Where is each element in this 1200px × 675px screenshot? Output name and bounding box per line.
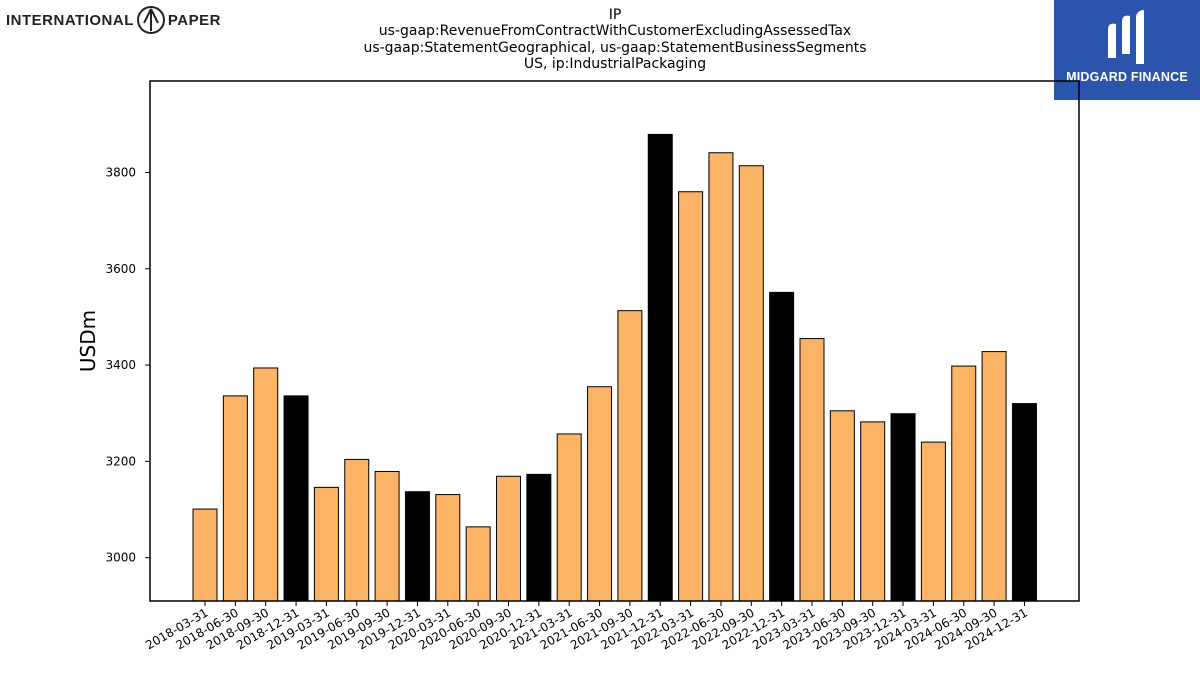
y-tick-label: 3000 (105, 551, 136, 565)
header-ticker: IP (608, 7, 622, 23)
bar-2023-06-30 (829, 410, 855, 602)
header-concept: us-gaap:RevenueFromContractWithCustomerE… (378, 23, 852, 40)
bar-2023-12-31 (890, 413, 916, 602)
bar-2020-09-30 (496, 475, 521, 602)
bar-2021-06-30 (587, 386, 613, 602)
bar-2019-06-30 (344, 458, 370, 602)
bar-2024-12-31 (1011, 403, 1037, 602)
bar-2020-06-30 (465, 526, 491, 602)
header-axes: us-gaap:StatementGeographical, us-gaap:S… (363, 39, 867, 56)
header-members: US, ip:IndustrialPackaging (523, 55, 707, 72)
bar-2020-03-31 (435, 494, 461, 602)
bar-2022-12-31 (769, 291, 795, 602)
bar-2021-09-30 (617, 310, 643, 602)
chart-header: IP us-gaap:RevenueFromContractWithCustom… (300, 7, 930, 72)
bar-2019-03-31 (313, 486, 339, 602)
bar-2018-12-31 (283, 395, 309, 602)
y-axis: 3000 3200 3400 3600 3800 (105, 165, 150, 565)
international-paper-logo: INTERNATIONAL PAPER (6, 4, 221, 36)
bar-2024-06-30 (951, 365, 977, 602)
y-tick-label: 3800 (105, 165, 136, 179)
y-tick-label: 3200 (105, 454, 136, 468)
bar-2018-09-30 (253, 367, 279, 602)
bar-2019-12-31 (404, 491, 430, 602)
logo-word-international: INTERNATIONAL (6, 11, 134, 29)
bar-2023-03-31 (799, 338, 825, 602)
bar-2018-03-31 (192, 508, 218, 602)
y-tick-label: 3400 (105, 358, 136, 372)
midgard-emblem-icon (1108, 10, 1144, 64)
x-axis: 2018-03-312018-06-302018-09-302018-12-31… (143, 601, 1030, 652)
bar-2019-09-30 (374, 470, 400, 602)
bar-2022-09-30 (738, 165, 764, 602)
plot-frame (149, 80, 1080, 602)
logo-word-paper: PAPER (167, 11, 221, 29)
bar-2022-06-30 (708, 152, 734, 602)
bar-2020-12-31 (526, 473, 552, 602)
midgard-finance-wordmark: MIDGARD FINANCE (1066, 70, 1188, 84)
y-axis-label: USDm (76, 310, 100, 372)
bar-2023-09-30 (860, 421, 886, 602)
bar-2024-03-31 (920, 441, 946, 602)
bar-2024-09-30 (981, 351, 1007, 602)
bar-2021-12-31 (647, 133, 673, 602)
international-paper-emblem-icon (136, 6, 165, 34)
y-tick-label: 3600 (105, 262, 136, 276)
bar-2021-03-31 (556, 433, 582, 602)
bars-group (192, 133, 1037, 602)
bar-2018-06-30 (222, 395, 248, 602)
bar-2022-03-31 (678, 191, 704, 602)
